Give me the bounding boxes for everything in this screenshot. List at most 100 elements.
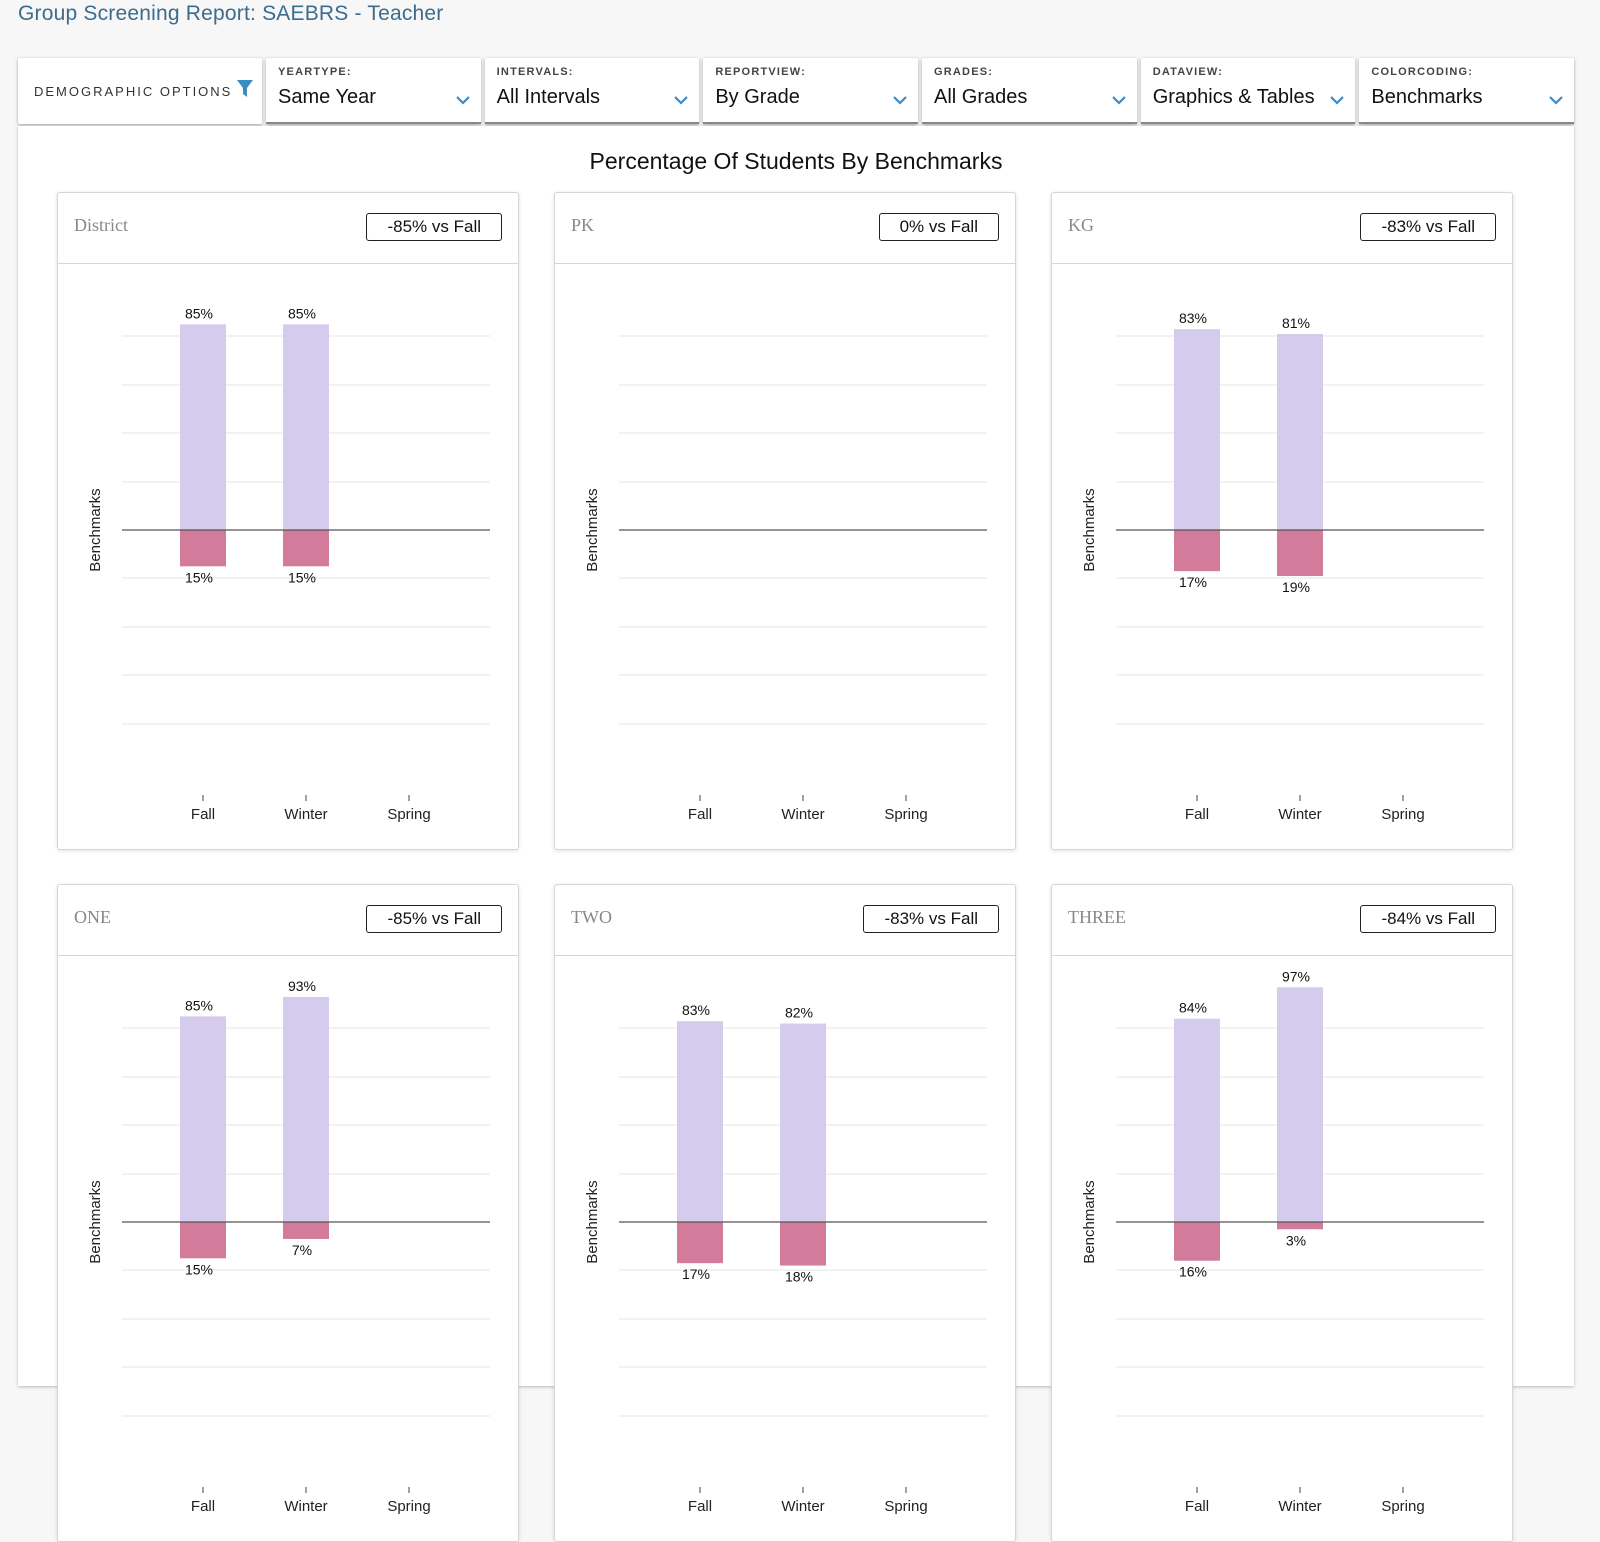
chart-panel-title: KG <box>1068 215 1094 235</box>
data-label-below: 3% <box>1286 1232 1306 1248</box>
change-vs-fall-badge: -84% vs Fall <box>1360 905 1496 933</box>
intervals-label: INTERVALS: <box>496 66 574 78</box>
chart-panel-two: TWO -83% vs Fall 83% 17% Fall 82% 18% Winter Spr… <box>554 884 1016 1542</box>
grades-value: All Grades <box>934 86 1028 108</box>
bar-below-benchmark <box>677 1222 723 1264</box>
data-label-below: 15% <box>185 1261 213 1277</box>
chart-panel-title: ONE <box>74 907 111 927</box>
data-label-above: 85% <box>185 305 213 321</box>
chart-panel-header: PK 0% vs Fall <box>555 193 1015 264</box>
bar-below-benchmark <box>780 1222 826 1266</box>
bar-above-benchmark <box>677 1021 723 1222</box>
bar-chart: 84% 16% Fall 97% 3% Winter Spring Benchmarks <box>1081 968 1484 1515</box>
bar-chart: 83% 17% Fall 81% 19% Winter Spring Benchmarks <box>1081 310 1484 823</box>
grades-dropdown[interactable]: GRADES: All Grades <box>922 58 1137 124</box>
data-label-above: 97% <box>1282 968 1310 984</box>
chevron-down-icon <box>455 92 471 110</box>
chart-panel-pk: PK 0% vs Fall Fall Winter Spring Benchmarks <box>554 192 1016 850</box>
dataview-value: Graphics & Tables <box>1152 86 1315 108</box>
y-axis-label: Benchmarks <box>1081 488 1098 571</box>
intervals-dropdown[interactable]: INTERVALS: All Intervals <box>484 58 700 124</box>
chart-panel-header: TWO -83% vs Fall <box>555 885 1015 956</box>
chart-panel-header: District -85% vs Fall <box>58 193 518 264</box>
x-tick-label: Spring <box>1381 1498 1424 1515</box>
y-axis-label: Benchmarks <box>87 1180 104 1263</box>
change-vs-fall-badge: -85% vs Fall <box>366 213 502 241</box>
x-tick-label: Spring <box>884 1498 927 1515</box>
chevron-down-icon <box>673 92 689 110</box>
grades-label: GRADES: <box>934 66 994 78</box>
data-label-below: 19% <box>1282 579 1310 595</box>
chart-panel-title: THREE <box>1068 907 1126 927</box>
chart-panel-three: THREE -84% vs Fall 84% 16% Fall 97% 3% Winter Sp… <box>1051 884 1513 1542</box>
bar-above-benchmark <box>283 324 329 530</box>
bar-above-benchmark <box>283 996 329 1222</box>
bar-above-benchmark <box>780 1023 826 1222</box>
bar-chart: 85% 15% Fall 93% 7% Winter Spring Benchmarks <box>87 978 490 1515</box>
chart-panel-title: TWO <box>571 907 612 927</box>
x-tick-label: Fall <box>688 806 712 823</box>
demographic-options-button[interactable]: DEMOGRAPHIC OPTIONS <box>18 58 262 124</box>
y-axis-label: Benchmarks <box>584 488 601 571</box>
change-vs-fall-badge: 0% vs Fall <box>878 213 999 241</box>
chart-panel-kg: KG -83% vs Fall 83% 17% Fall 81% 19% Winter Spri… <box>1051 192 1513 850</box>
colorcoding-value: Benchmarks <box>1371 86 1483 108</box>
chart-panel-title: District <box>74 215 128 235</box>
x-tick-label: Fall <box>1185 806 1209 823</box>
x-tick-label: Winter <box>284 806 327 823</box>
data-label-below: 15% <box>185 569 213 585</box>
dataview-dropdown[interactable]: DATAVIEW: Graphics & Tables <box>1140 58 1356 124</box>
data-label-below: 18% <box>785 1269 813 1285</box>
demographic-options-label: DEMOGRAPHIC OPTIONS <box>34 83 233 99</box>
data-label-above: 93% <box>288 978 316 994</box>
x-tick-label: Winter <box>781 806 824 823</box>
reportview-value: By Grade <box>715 86 800 108</box>
bar-chart: 83% 17% Fall 82% 18% Winter Spring Benchmarks <box>584 1002 987 1515</box>
chevron-down-icon <box>892 92 908 110</box>
bar-above-benchmark <box>1174 1018 1220 1222</box>
bar-below-benchmark <box>180 1222 226 1259</box>
bar-above-benchmark <box>1277 987 1323 1222</box>
change-vs-fall-badge: -83% vs Fall <box>1360 213 1496 241</box>
dataview-label: DATAVIEW: <box>1152 66 1224 78</box>
colorcoding-label: COLORCODING: <box>1371 66 1474 78</box>
x-tick-label: Winter <box>1278 806 1321 823</box>
data-label-above: 83% <box>1179 310 1207 326</box>
x-tick-label: Spring <box>387 806 430 823</box>
bar-chart: Fall Winter Spring Benchmarks <box>584 335 987 823</box>
data-label-above: 84% <box>1179 1000 1207 1016</box>
chevron-down-icon <box>1548 92 1564 110</box>
x-tick-label: Fall <box>688 1498 712 1515</box>
bar-above-benchmark <box>180 324 226 530</box>
page-title: Group Screening Report: SAEBRS - Teacher <box>18 2 444 25</box>
x-tick-label: Fall <box>1185 1498 1209 1515</box>
data-label-above: 81% <box>1282 315 1310 331</box>
chevron-down-icon <box>1329 92 1345 110</box>
yeartype-value: Same Year <box>278 86 376 108</box>
x-tick-label: Fall <box>191 806 215 823</box>
x-tick-label: Winter <box>284 1498 327 1515</box>
data-label-below: 16% <box>1179 1264 1207 1280</box>
bar-chart: 85% 15% Fall 85% 15% Winter Spring Benchmarks <box>87 305 490 823</box>
filter-toolbar: DEMOGRAPHIC OPTIONS YEARTYPE: Same Year … <box>18 58 1575 124</box>
data-label-above: 85% <box>288 305 316 321</box>
yeartype-dropdown[interactable]: YEARTYPE: Same Year <box>266 58 481 124</box>
bar-below-benchmark <box>283 1222 329 1239</box>
bar-below-benchmark <box>1277 530 1323 576</box>
change-vs-fall-badge: -83% vs Fall <box>863 905 999 933</box>
intervals-value: All Intervals <box>496 86 601 108</box>
bar-above-benchmark <box>1277 333 1323 530</box>
chevron-down-icon <box>1111 92 1127 110</box>
x-tick-label: Winter <box>781 1498 824 1515</box>
x-tick-label: Spring <box>884 806 927 823</box>
report-content: Percentage Of Students By Benchmarks Dis… <box>18 126 1574 1542</box>
change-vs-fall-badge: -85% vs Fall <box>366 905 502 933</box>
yeartype-label: YEARTYPE: <box>278 66 352 78</box>
reportview-dropdown[interactable]: REPORTVIEW: By Grade <box>703 58 919 124</box>
colorcoding-dropdown[interactable]: COLORCODING: Benchmarks <box>1359 58 1575 124</box>
filter-icon <box>236 79 254 104</box>
chart-panel-one: ONE -85% vs Fall 85% 15% Fall 93% 7% Winter Spri… <box>57 884 519 1542</box>
data-label-below: 7% <box>292 1242 312 1258</box>
chart-panel-header: THREE -84% vs Fall <box>1052 885 1512 956</box>
reportview-label: REPORTVIEW: <box>715 66 806 78</box>
